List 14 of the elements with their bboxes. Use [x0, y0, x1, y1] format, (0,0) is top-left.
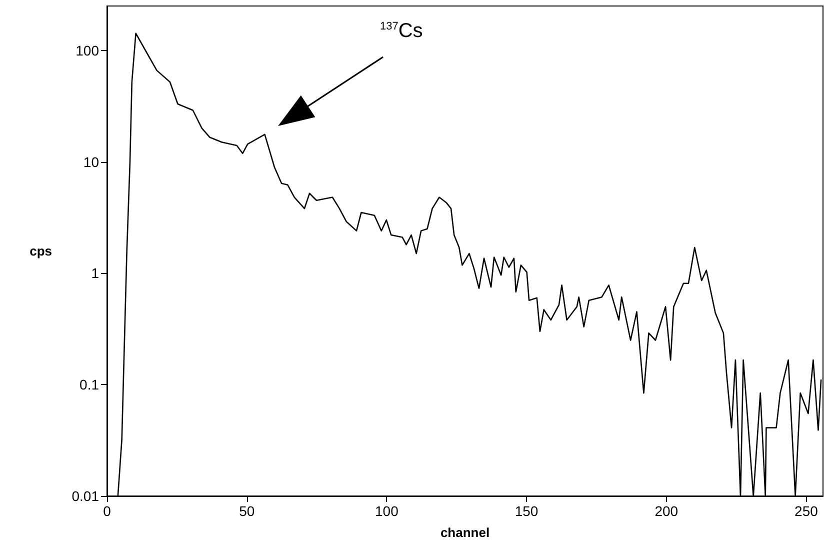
x-tick-label: 50 — [239, 503, 255, 519]
y-tick-label: 0.01 — [72, 488, 100, 504]
x-tick-label: 100 — [375, 503, 399, 519]
x-tick-label: 250 — [794, 503, 818, 519]
y-tick-label: 100 — [76, 42, 100, 58]
x-tick-label: 0 — [103, 503, 112, 519]
y-tick-label: 10 — [83, 154, 100, 170]
annotation: $^{137}$Cs — [380, 20, 423, 43]
y-axis-title: cps — [30, 244, 52, 258]
x-tick-label: 150 — [514, 503, 538, 519]
x-tick-label: 200 — [654, 503, 678, 519]
x-axis-title: channel — [440, 525, 490, 540]
y-tick-label: 0.1 — [80, 376, 100, 393]
y-tick-label: 1 — [91, 265, 100, 282]
